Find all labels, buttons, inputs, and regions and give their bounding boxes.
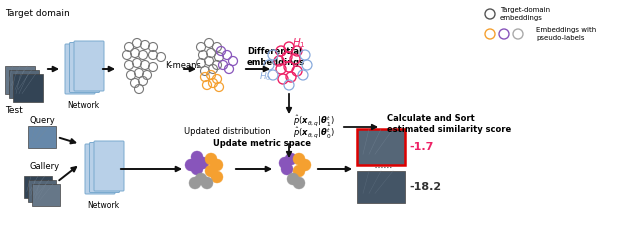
Circle shape [211, 171, 223, 183]
Text: Differential
embeddings: Differential embeddings [247, 47, 305, 67]
FancyBboxPatch shape [85, 144, 115, 194]
Circle shape [191, 163, 203, 175]
FancyBboxPatch shape [90, 142, 120, 193]
Bar [357, 129, 405, 165]
Circle shape [195, 173, 207, 185]
Circle shape [197, 157, 209, 169]
Bar [28, 126, 56, 148]
Circle shape [293, 165, 305, 177]
Circle shape [191, 151, 203, 163]
FancyBboxPatch shape [94, 141, 124, 191]
FancyBboxPatch shape [70, 42, 99, 92]
Circle shape [201, 177, 213, 189]
Circle shape [211, 159, 223, 171]
Text: -18.2: -18.2 [409, 182, 441, 192]
Text: $\hat{p}(\boldsymbol{x}_{\theta,q}|\boldsymbol{\theta}_0^t)$: $\hat{p}(\boldsymbol{x}_{\theta,q}|\bold… [293, 126, 335, 140]
Text: Network: Network [87, 201, 119, 210]
Circle shape [205, 165, 217, 177]
Bar [13, 74, 43, 102]
Circle shape [287, 173, 299, 185]
Circle shape [279, 157, 291, 169]
Bar [357, 171, 405, 203]
Circle shape [205, 153, 217, 165]
Text: K-means: K-means [165, 61, 201, 70]
Text: $\hat{p}(\boldsymbol{x}_{\theta,q}|\boldsymbol{\theta}_1^t)$: $\hat{p}(\boldsymbol{x}_{\theta,q}|\bold… [293, 114, 335, 128]
Bar [32, 184, 60, 206]
Text: -1.7: -1.7 [409, 142, 433, 152]
FancyBboxPatch shape [74, 41, 104, 91]
Circle shape [293, 177, 305, 189]
Bar [5, 66, 35, 94]
Bar [24, 176, 52, 198]
Circle shape [185, 159, 197, 171]
Text: Update metric space: Update metric space [213, 139, 311, 148]
Text: Updated distribution: Updated distribution [184, 126, 270, 135]
Circle shape [281, 163, 293, 175]
Circle shape [299, 159, 311, 171]
Text: $H_0$: $H_0$ [259, 71, 271, 83]
Bar [9, 70, 39, 98]
Text: Target domain: Target domain [5, 9, 70, 18]
Text: Calculate and Sort
estimated similarity score: Calculate and Sort estimated similarity … [387, 114, 511, 134]
Text: Embeddings with
pseudo-labels: Embeddings with pseudo-labels [536, 27, 596, 41]
Text: Gallery: Gallery [30, 162, 60, 171]
FancyBboxPatch shape [65, 44, 95, 94]
Text: Query: Query [30, 116, 56, 125]
Circle shape [285, 153, 297, 165]
Text: Network: Network [67, 101, 99, 110]
Text: Test: Test [5, 106, 23, 115]
Text: Target-domain
embeddings: Target-domain embeddings [500, 7, 550, 21]
Text: $H_1$: $H_1$ [292, 36, 306, 50]
Circle shape [189, 177, 201, 189]
Bar [28, 180, 56, 202]
Circle shape [293, 153, 305, 165]
